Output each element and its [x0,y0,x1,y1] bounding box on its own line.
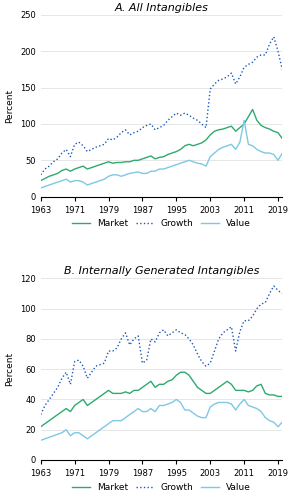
Y-axis label: Percent: Percent [6,352,15,386]
Y-axis label: Percent: Percent [6,89,15,123]
Title: A. All Intangibles: A. All Intangibles [115,3,208,13]
Title: B. Internally Generated Intangibles: B. Internally Generated Intangibles [64,266,259,276]
Legend: Market, Growth, Value: Market, Growth, Value [68,479,255,496]
Legend: Market, Growth, Value: Market, Growth, Value [68,216,255,232]
